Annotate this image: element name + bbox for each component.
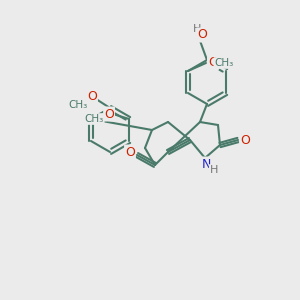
Text: CH₃: CH₃ xyxy=(214,58,234,68)
Text: O: O xyxy=(104,107,114,121)
Text: O: O xyxy=(197,28,207,41)
Text: H: H xyxy=(210,165,218,175)
Text: H: H xyxy=(193,24,201,34)
Text: O: O xyxy=(87,89,97,103)
Text: O: O xyxy=(208,56,218,70)
Text: O: O xyxy=(240,134,250,146)
Text: CH₃: CH₃ xyxy=(68,100,88,110)
Text: O: O xyxy=(125,146,135,158)
Text: N: N xyxy=(201,158,211,170)
Text: CH₃: CH₃ xyxy=(84,114,104,124)
